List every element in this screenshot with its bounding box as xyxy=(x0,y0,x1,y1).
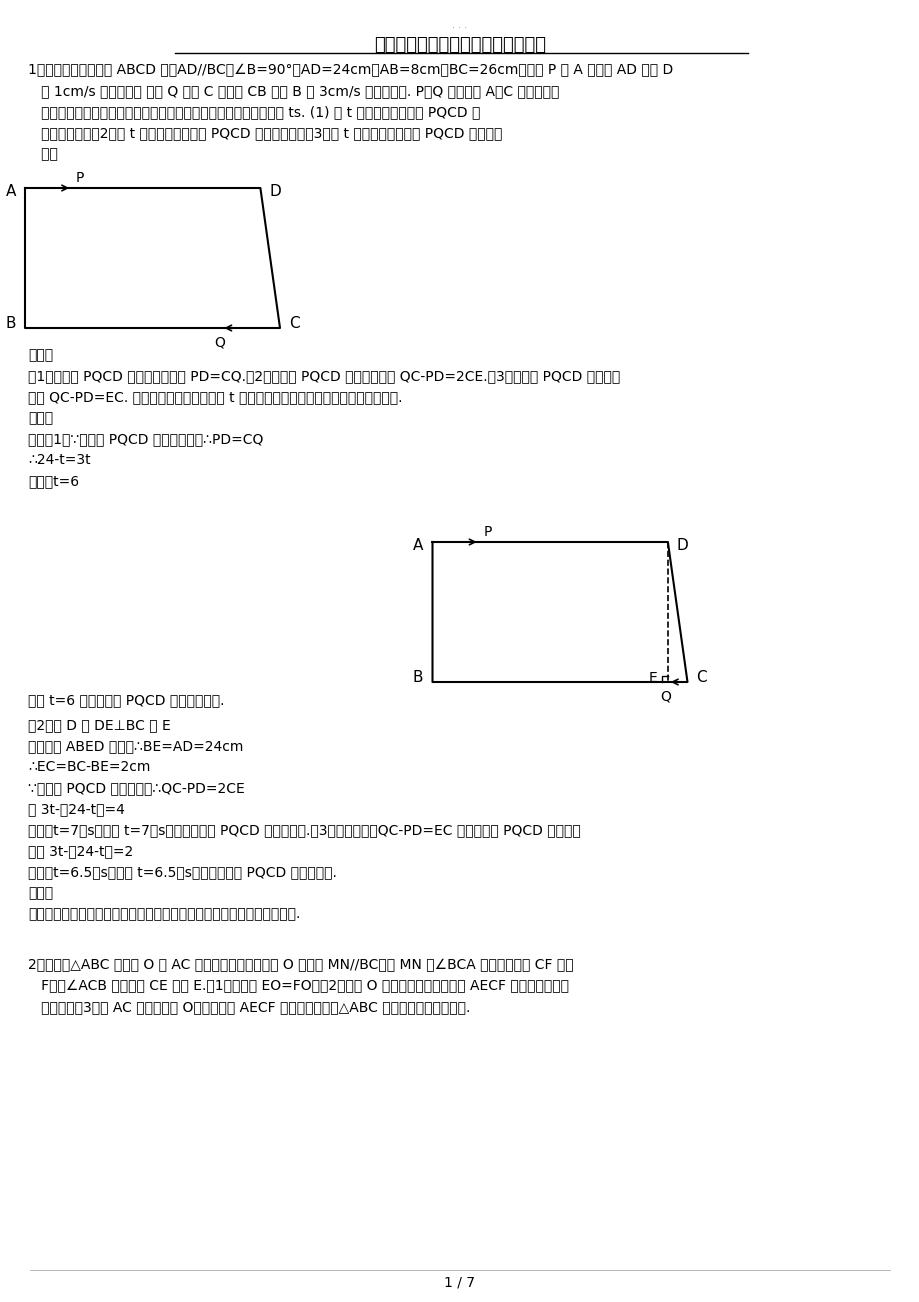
Text: 解得：t=6: 解得：t=6 xyxy=(28,474,79,488)
Text: 的结论；（3）若 AC 边上存在点 O，使四边形 AECF 是正方形，猜想△ABC 的形状并证明你的结论.: 的结论；（3）若 AC 边上存在点 O，使四边形 AECF 是正方形，猜想△AB… xyxy=(28,1000,470,1014)
Text: 即 3t-（24-t）=4: 即 3t-（24-t）=4 xyxy=(28,802,125,816)
Text: 2、如图，△ABC 中，点 O 为 AC 边上的一个动点，过点 O 作直线 MN//BC，设 MN 交∠BCA 的外角平分线 CF 于点: 2、如图，△ABC 中，点 O 为 AC 边上的一个动点，过点 O 作直线 MN… xyxy=(28,958,573,973)
Text: C: C xyxy=(696,671,707,685)
Text: D: D xyxy=(269,185,281,199)
Text: 解得：t=7（s）即当 t=7（s）时，四边形 PQCD 为等腰梯形.（3）由题意知：QC-PD=EC 时，四边形 PQCD 为直角梯: 解得：t=7（s）即当 t=7（s）时，四边形 PQCD 为等腰梯形.（3）由题… xyxy=(28,823,580,837)
Text: 解得：t=6.5（s）即当 t=6.5（s）时，四边形 PQCD 为直角梯形.: 解得：t=6.5（s）即当 t=6.5（s）时，四边形 PQCD 为直角梯形. xyxy=(28,865,336,879)
Text: ∵四边形 PQCD 为等腰梯形∴QC-PD=2CE: ∵四边形 PQCD 为等腰梯形∴QC-PD=2CE xyxy=(28,781,244,796)
Text: 以 1cm/s 的速度运动 动点 Q 从点 C 开始沿 CB 边向 B 以 3cm/s 的速度运动. P、Q 分别从点 A、C 同时出发，: 以 1cm/s 的速度运动 动点 Q 从点 C 开始沿 CB 边向 B 以 3c… xyxy=(28,85,559,98)
Text: 即当 t=6 时，四边形 PQCD 平行为四边形.: 即当 t=6 时，四边形 PQCD 平行为四边形. xyxy=(28,693,224,707)
Text: C: C xyxy=(289,316,300,332)
Text: 解：（1）∵四边形 PQCD 平行为四边形∴PD=CQ: 解：（1）∵四边形 PQCD 平行为四边形∴PD=CQ xyxy=(28,432,263,447)
Text: 分析：: 分析： xyxy=(28,348,53,362)
Text: B: B xyxy=(6,316,16,332)
Text: F，交∠ACB 角平分线 CE 于点 E.（1）试说明 EO=FO；（2）当点 O 运动到何处时，四边形 AECF 是矩形并证明你: F，交∠ACB 角平分线 CE 于点 E.（1）试说明 EO=FO；（2）当点 … xyxy=(28,979,568,993)
Text: P: P xyxy=(482,525,492,539)
Text: ∴EC=BC-BE=2cm: ∴EC=BC-BE=2cm xyxy=(28,760,150,773)
Text: 形？: 形？ xyxy=(28,147,58,161)
Text: （1）四边形 PQCD 为平行四边形时 PD=CQ.（2）四边形 PQCD 为等腰梯形时 QC-PD=2CE.（3）四边形 PQCD 为直角梯: （1）四边形 PQCD 为平行四边形时 PD=CQ.（2）四边形 PQCD 为等… xyxy=(28,368,619,383)
Text: 形即 3t-（24-t）=2: 形即 3t-（24-t）=2 xyxy=(28,844,133,858)
Text: 当其中一点到达端点时，另外一点也随之停止运动，设运动时间为 ts. (1) 当 t 为何值时，四边形 PQCD 为: 当其中一点到达端点时，另外一点也随之停止运动，设运动时间为 ts. (1) 当 … xyxy=(28,105,480,118)
Text: 解答：: 解答： xyxy=(28,411,53,424)
Text: A: A xyxy=(413,539,423,553)
Text: Q: Q xyxy=(660,689,671,703)
Text: Q: Q xyxy=(214,335,224,349)
Text: （2）过 D 作 DE⊥BC 于 E: （2）过 D 作 DE⊥BC 于 E xyxy=(28,717,171,732)
Text: 则四边形 ABED 为矩形∴BE=AD=24cm: 则四边形 ABED 为矩形∴BE=AD=24cm xyxy=(28,740,244,753)
Text: P: P xyxy=(75,171,85,185)
Text: 1 / 7: 1 / 7 xyxy=(444,1275,475,1289)
Text: D: D xyxy=(676,539,688,553)
Text: 形时 QC-PD=EC. 所有的关系式都可用含有 t 的方程来表示，即此题只要解三个方程即可.: 形时 QC-PD=EC. 所有的关系式都可用含有 t 的方程来表示，即此题只要解… xyxy=(28,391,403,404)
Text: · · ·: · · · xyxy=(452,23,467,33)
Text: 特殊四边形中的动点问题及解题方法: 特殊四边形中的动点问题及解题方法 xyxy=(374,36,545,53)
Text: 此题主要考查了平行四边形、等腰梯形，直角梯形的判定，难易程度适中.: 此题主要考查了平行四边形、等腰梯形，直角梯形的判定，难易程度适中. xyxy=(28,907,300,921)
Text: E: E xyxy=(647,671,656,685)
Text: 平行四边形？（2）当 t 为何值时，四边形 PQCD 为等腰梯形？（3）当 t 为何值时，四边形 PQCD 为直角梯: 平行四边形？（2）当 t 为何值时，四边形 PQCD 为等腰梯形？（3）当 t … xyxy=(28,126,502,141)
Text: B: B xyxy=(413,671,423,685)
Text: 点评：: 点评： xyxy=(28,885,53,900)
Text: A: A xyxy=(6,185,16,199)
Text: 1、如图，在直角梯形 ABCD 中，AD//BC，∠B=90°，AD=24cm，AB=8cm，BC=26cm，动点 P 从 A 开始沿 AD 边向 D: 1、如图，在直角梯形 ABCD 中，AD//BC，∠B=90°，AD=24cm，… xyxy=(28,62,673,77)
Text: ∴24-t=3t: ∴24-t=3t xyxy=(28,453,91,467)
